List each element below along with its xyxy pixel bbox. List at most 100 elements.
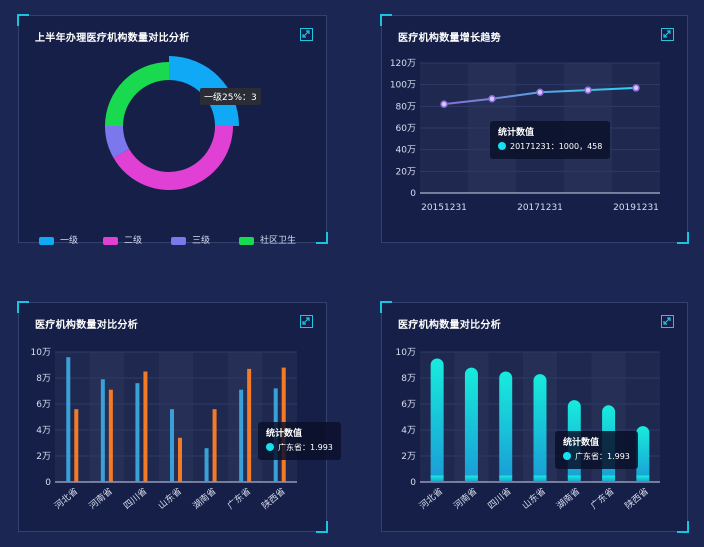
x-tick-label: 山东省 (520, 485, 548, 512)
expand-icon[interactable] (300, 28, 313, 41)
tooltip-dot-icon (266, 443, 274, 451)
x-tick-label: 20171231 (517, 203, 563, 213)
panel-title: 医疗机构数量对比分析 (35, 320, 138, 331)
panel-line: 医疗机构数量增长趋势 0 20万 40万 60万 80万 100万 120万 20151231… (380, 14, 689, 244)
panel-bar: 医疗机构数量对比分析 0 2万 4万 6万 8万 10万河北省 河南省 四川省 山东省 湖南省 广东… (380, 301, 689, 533)
x-tick-label: 湖南省 (190, 485, 218, 512)
y-tick-label: 2万 (36, 452, 51, 462)
bar-base (533, 475, 547, 482)
x-tick-label: 河南省 (451, 485, 479, 512)
x-tick-label: 河北省 (417, 485, 445, 512)
bar-base (602, 475, 616, 482)
bar (178, 437, 182, 482)
legend-label: 三级 (192, 236, 211, 246)
line-point (488, 95, 496, 103)
y-tick-label: 4万 (36, 426, 51, 436)
y-tick-label: 40万 (396, 146, 416, 156)
bar (247, 368, 252, 482)
tooltip-dot-icon (498, 142, 506, 150)
tooltip-title: 统计数值 (498, 128, 535, 138)
pie-slice (105, 126, 130, 158)
y-tick-label: 120万 (390, 59, 416, 69)
x-tick-label: 山东省 (156, 485, 184, 512)
y-tick-label: 60万 (396, 124, 416, 134)
line-point (536, 88, 544, 96)
bar (74, 409, 79, 482)
x-tick-label: 河北省 (52, 485, 80, 512)
bar (212, 409, 217, 482)
panel-title: 医疗机构数量对比分析 (398, 320, 501, 331)
grid-column (227, 352, 263, 482)
y-tick-label: 8万 (401, 374, 416, 384)
grid-column (262, 352, 297, 482)
legend-swatch (39, 236, 54, 245)
bar (533, 374, 547, 482)
y-tick-label: 20万 (396, 167, 416, 177)
bar (143, 371, 148, 482)
pie-legend: 一级 二级 三级 社区卫生 (39, 235, 329, 249)
x-tick-label: 广东省 (225, 485, 253, 512)
y-tick-label: 0 (410, 478, 416, 488)
bar (204, 448, 209, 482)
y-tick-label: 6万 (36, 400, 51, 410)
legend-item[interactable]: 社区卫生 (239, 235, 296, 249)
x-tick-label: 四川省 (485, 485, 513, 512)
y-tick-label: 6万 (401, 400, 416, 410)
tooltip-dot-icon (563, 452, 571, 460)
bar (430, 358, 444, 482)
donut-chart (105, 56, 239, 190)
legend-item[interactable]: 一级 (39, 235, 78, 249)
bar (108, 389, 113, 482)
bar-tooltip: 统计数值 广东省：1.993 (258, 422, 341, 460)
corner-decoration (17, 301, 29, 313)
expand-icon[interactable] (661, 28, 674, 41)
corner-decoration (677, 521, 689, 533)
x-tick-label: 湖南省 (554, 485, 582, 512)
panel-title: 上半年办理医疗机构数量对比分析 (35, 33, 190, 44)
line-tooltip: 统计数值 20171231：1000，458 (490, 121, 611, 159)
grid-column (158, 352, 194, 482)
grid-column (89, 352, 125, 482)
legend-label: 社区卫生 (260, 236, 297, 246)
y-tick-label: 0 (410, 189, 416, 199)
tooltip-title: 统计数值 (563, 438, 600, 448)
panel-pie: 上半年办理医疗机构数量对比分析 一级25%：3 一级 二级 三级 社区卫生 (17, 14, 328, 246)
y-tick-label: 4万 (401, 426, 416, 436)
y-tick-label: 10万 (396, 348, 416, 358)
corner-decoration (316, 232, 328, 244)
pie-slice (105, 62, 169, 126)
bar-base (499, 475, 513, 482)
bar (239, 389, 244, 482)
legend-item[interactable]: 二级 (103, 235, 142, 249)
expand-icon[interactable] (661, 315, 674, 328)
corner-decoration (316, 521, 328, 533)
expand-icon[interactable] (300, 315, 313, 328)
corner-decoration (677, 232, 689, 244)
pie-tooltip: 一级25%：3 (200, 88, 261, 105)
bar (100, 379, 105, 482)
legend-swatch (171, 236, 186, 245)
bar (636, 426, 650, 482)
y-tick-label: 0 (45, 478, 51, 488)
bar (499, 371, 513, 482)
legend-item[interactable]: 三级 (171, 235, 210, 249)
line-point (584, 86, 592, 94)
x-tick-label: 河南省 (86, 485, 114, 512)
y-tick-label: 100万 (390, 81, 416, 91)
corner-decoration (380, 14, 392, 26)
legend-label: 二级 (124, 236, 143, 246)
legend-swatch (103, 236, 118, 245)
bar-base (567, 475, 581, 482)
tooltip-title: 统计数值 (266, 429, 303, 439)
tooltip-text: 广东省：1.993 (278, 443, 333, 452)
x-tick-label: 20151231 (421, 203, 467, 213)
bar (170, 409, 174, 482)
bar (66, 357, 71, 482)
tooltip-text: 广东省：1.993 (575, 452, 630, 461)
y-tick-label: 2万 (401, 452, 416, 462)
corner-decoration (380, 301, 392, 313)
bar-base (636, 475, 650, 482)
line-point (440, 100, 448, 108)
